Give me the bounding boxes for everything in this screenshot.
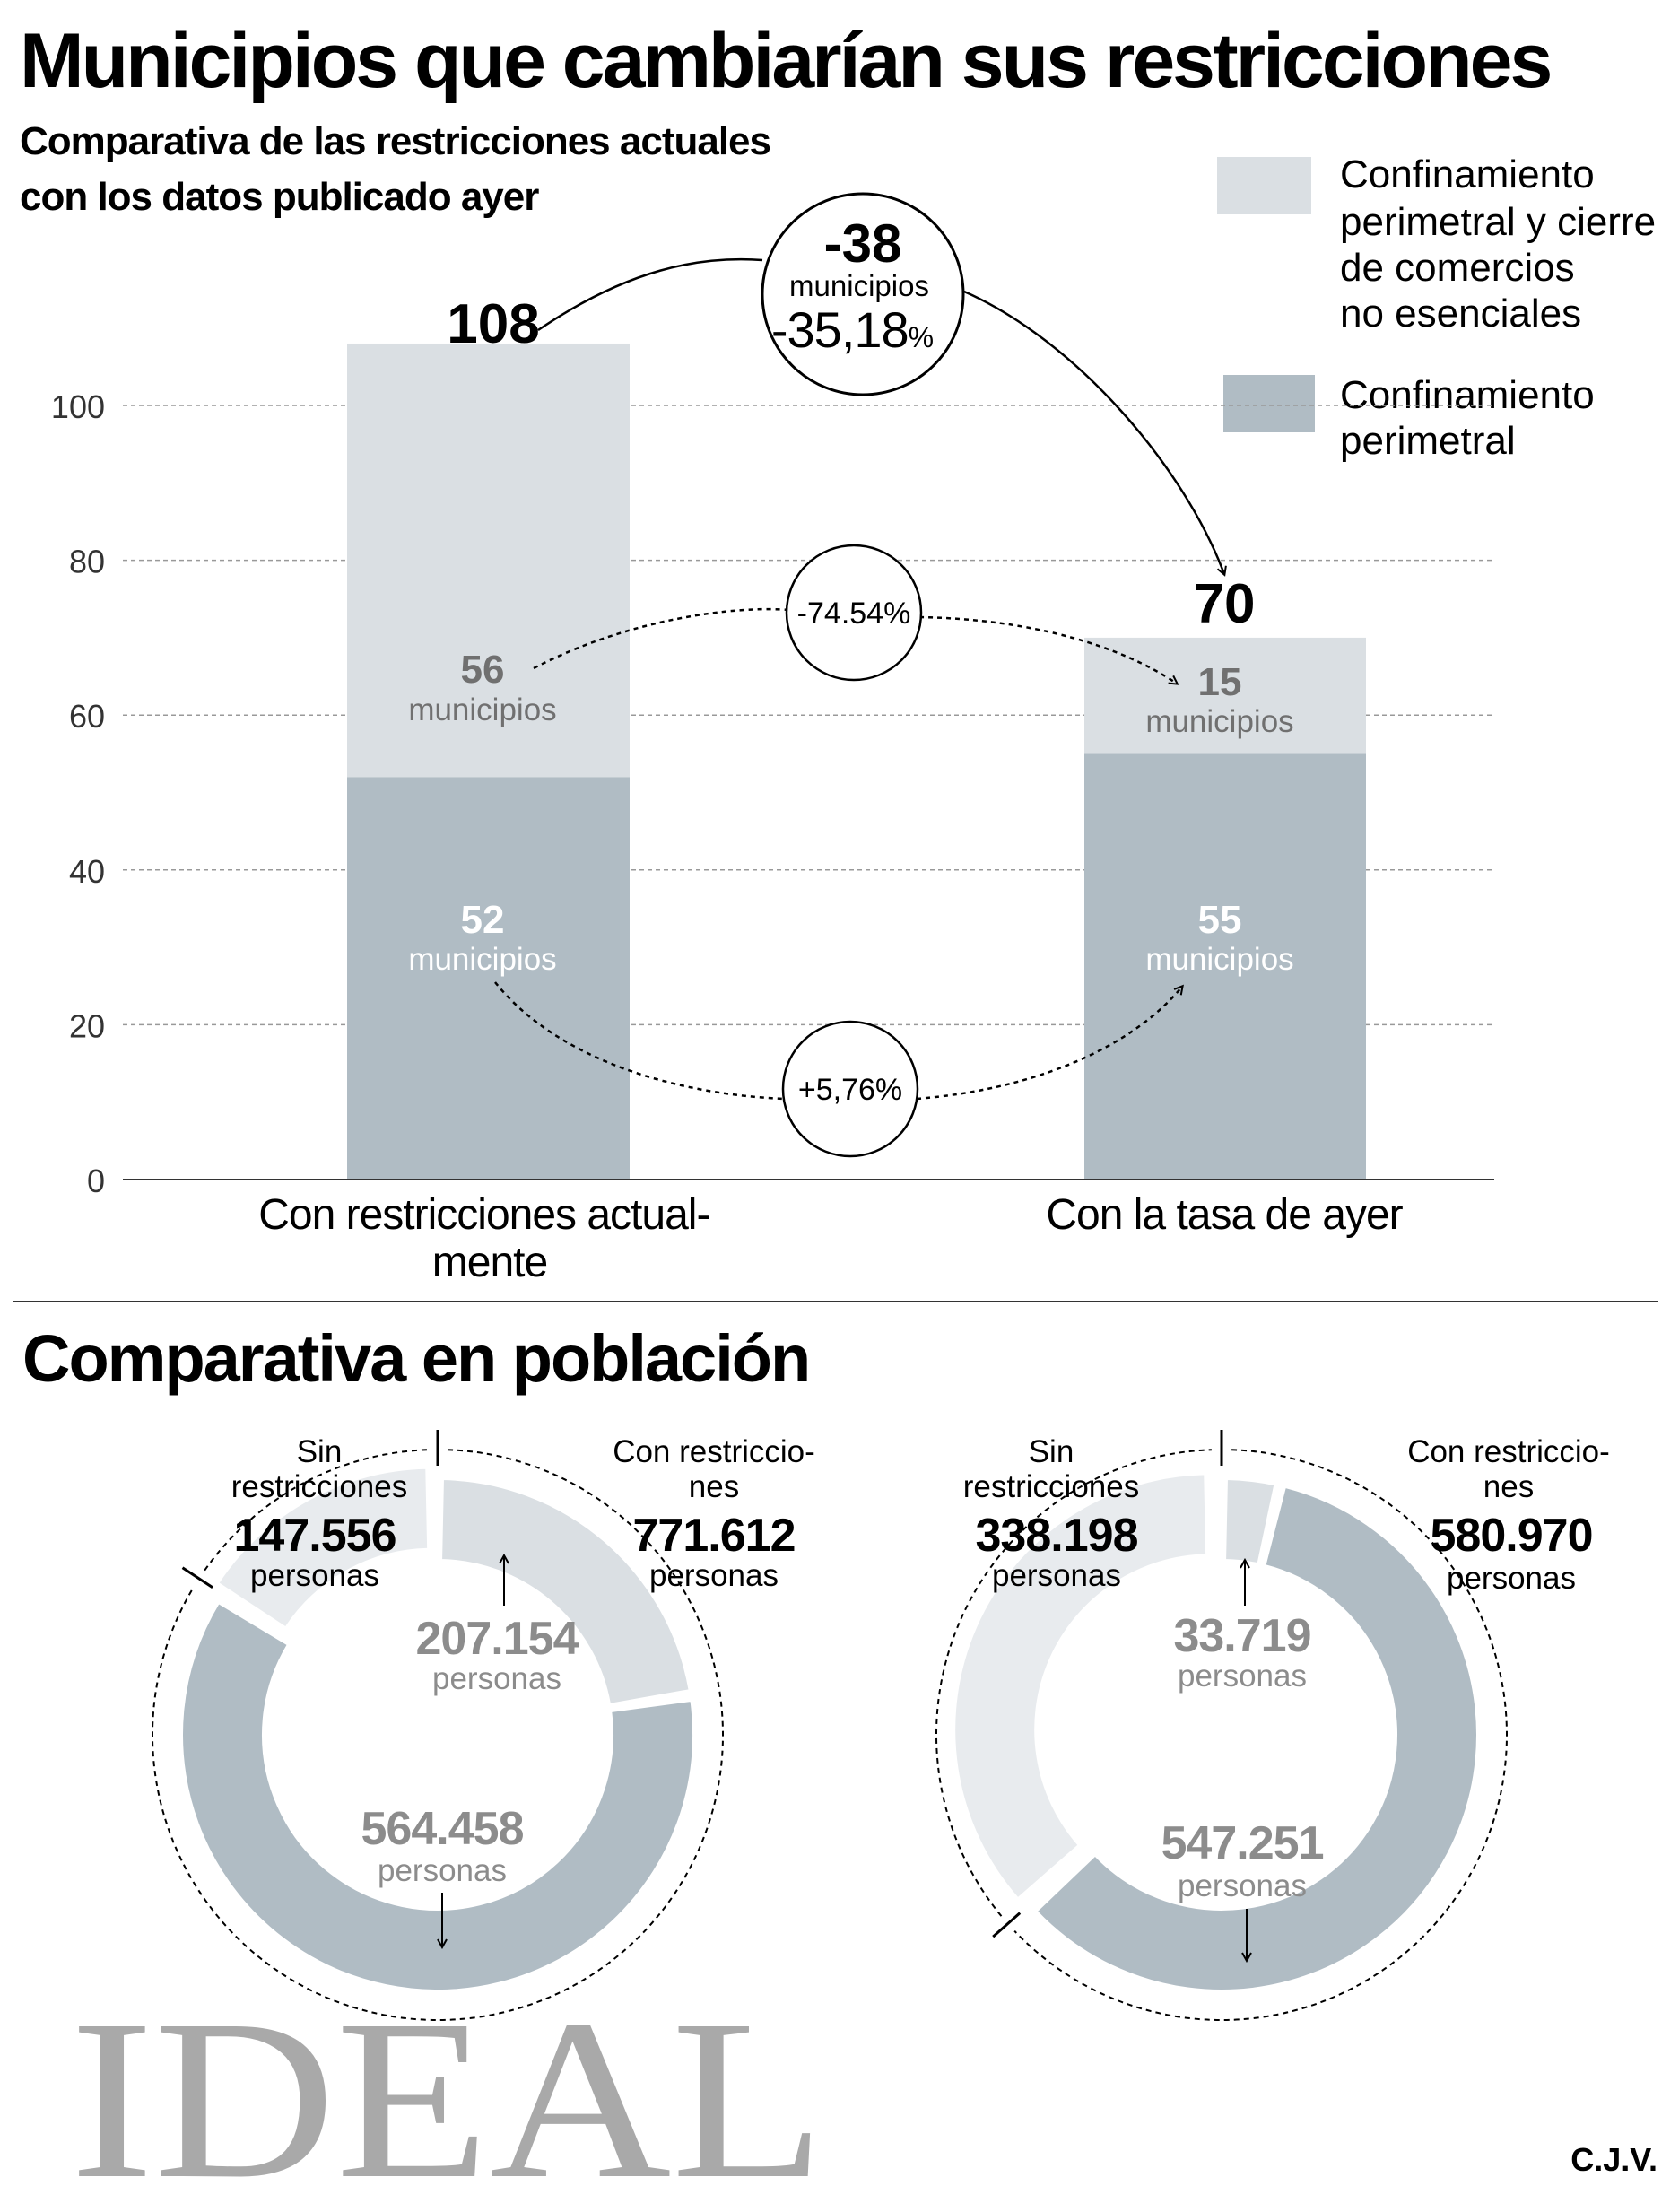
right-donut-slice-3	[953, 1473, 1208, 1900]
left-donut-slice-2	[181, 1601, 694, 1991]
bar2-bottom-value: 55	[1198, 898, 1242, 942]
legend-label-1: Confinamiento perimetral y cierre de com…	[1340, 152, 1666, 335]
y-tick-label-60: 60	[69, 698, 105, 735]
y-tick-label-100: 100	[51, 388, 105, 425]
total-change-circle	[761, 192, 965, 396]
left-inner2-unit: personas	[378, 1853, 507, 1888]
bottom-change-annotation: +5,76%	[494, 981, 1182, 1158]
legend: Confinamiento perimetral y cierre de com…	[1217, 152, 1666, 463]
donuts	[152, 1430, 1508, 2021]
right-donut-slice-2	[1035, 1485, 1478, 1991]
total-change-arrow-left	[537, 257, 763, 332]
x-label-1: Con restricciones actual- mente	[258, 1191, 721, 1286]
left-con-value: 771.612	[633, 1510, 796, 1562]
left-con-unit: personas	[649, 1558, 779, 1593]
left-inner1-value: 207.154	[416, 1613, 579, 1665]
y-tick-label-20: 20	[69, 1007, 105, 1044]
y-tick-label-0: 0	[87, 1163, 105, 1199]
bar1-top-value: 56	[461, 648, 505, 692]
bar2-bottom-unit: municipios	[1145, 942, 1293, 977]
total-change-annotation: -38 municipios -35,18%	[537, 192, 1224, 574]
top-change-annotation: -74.54%	[533, 544, 1177, 684]
subtitle-line-2: con los datos publicado ayer	[20, 175, 539, 219]
right-inner1-value: 33.719	[1173, 1610, 1310, 1662]
bottom-change-value: +5,76%	[798, 1073, 902, 1107]
top-change-value: -74.54%	[797, 597, 911, 631]
left-donut-slice-1	[440, 1478, 691, 1706]
y-tick-label-40: 40	[69, 853, 105, 890]
donut-left-labels: Sin restricciones 147.556 personas Con re…	[231, 1434, 815, 1946]
legend-swatch-light	[1217, 157, 1311, 214]
bar-1-segment-2	[347, 343, 630, 778]
left-inner2-value: 564.458	[361, 1803, 524, 1855]
bar1-bottom-value: 52	[461, 898, 505, 942]
right-sin-value: 338.198	[976, 1510, 1138, 1562]
bottom-change-arrow-left	[494, 981, 786, 1101]
right-inner1-unit: personas	[1178, 1659, 1307, 1694]
legend-label-2: Confinamiento perimetral	[1340, 373, 1605, 463]
left-sin-unit: personas	[250, 1558, 379, 1593]
subtitle-line-1: Comparativa de las restricciones actuale…	[20, 119, 770, 163]
left-con-label: Con restriccio-nes	[613, 1434, 815, 1504]
legend-swatch-dark	[1223, 375, 1315, 432]
bottom-change-arrow	[916, 987, 1182, 1101]
right-boundary-tick-2	[992, 1912, 1022, 1938]
bar2-top-value: 15	[1198, 660, 1242, 704]
total-change-pct: -35,18%	[771, 301, 934, 358]
left-sin-value: 147.556	[234, 1510, 396, 1562]
bar-1-segment-1	[347, 777, 630, 1180]
y-tick-label-80: 80	[69, 544, 105, 580]
right-con-unit: personas	[1447, 1561, 1576, 1596]
right-inner2-unit: personas	[1178, 1868, 1307, 1903]
right-donut-slice-1	[1224, 1478, 1276, 1565]
left-sin-dashed-arc	[204, 1449, 428, 1572]
section2-title: Comparativa en población	[22, 1321, 809, 1396]
credit: C.J.V.	[1570, 2141, 1657, 2178]
bar-2-segment-1	[1084, 753, 1366, 1180]
left-boundary-tick-2	[181, 1566, 213, 1589]
bar-2-segment-2	[1084, 637, 1366, 754]
bar1-total: 108	[447, 293, 539, 355]
right-inner2-value: 547.251	[1161, 1817, 1324, 1869]
donut-right-labels: Sin restricciones 338.198 personas Con re…	[963, 1434, 1610, 1960]
total-change-unit: municipios	[789, 269, 929, 302]
x-label-2: Con la tasa de ayer	[1046, 1191, 1403, 1239]
right-con-value: 580.970	[1431, 1510, 1593, 1562]
left-inner1-unit: personas	[432, 1661, 561, 1696]
total-change-arrow	[963, 290, 1224, 574]
bar1-top-unit: municipios	[408, 692, 556, 727]
total-change-value: -38	[824, 213, 902, 274]
right-sin-unit: personas	[992, 1558, 1121, 1593]
right-con-label: Con restriccio-nes	[1407, 1434, 1610, 1504]
page-title: Municipios que cambiarían sus restriccio…	[20, 18, 1550, 104]
bars	[347, 343, 1366, 1180]
left-sin-label: Sin restricciones	[231, 1434, 407, 1504]
right-sin-label: Sin restricciones	[963, 1434, 1139, 1504]
right-sin-dashed-arc	[935, 1449, 1212, 1917]
bar2-top-unit: municipios	[1145, 704, 1293, 739]
top-change-circle	[785, 544, 923, 682]
left-con-dashed-arc	[152, 1449, 725, 2021]
left-donut-slice-3	[216, 1467, 430, 1629]
bar1-bottom-unit: municipios	[408, 942, 556, 977]
bottom-change-circle	[781, 1020, 919, 1158]
bar2-total: 70	[1194, 573, 1256, 635]
right-con-dashed-arc	[1013, 1449, 1508, 2021]
ideal-logo: IDEAL	[70, 1973, 825, 2212]
